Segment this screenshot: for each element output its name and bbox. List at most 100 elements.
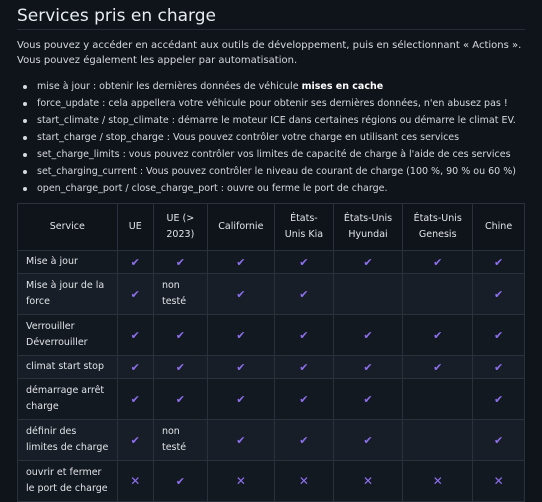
empty-cell — [402, 378, 474, 420]
check-icon: ✔ — [175, 360, 185, 374]
list-item: mise à jour : obtenir les dernières donn… — [17, 78, 525, 95]
check-icon: ✔ — [130, 360, 140, 374]
cross-icon: ✕ — [432, 474, 443, 488]
title-divider — [17, 29, 525, 30]
support-cell: ✔ — [274, 314, 334, 356]
check-icon: ✔ — [299, 392, 309, 406]
cross-icon: ✕ — [362, 474, 374, 488]
list-item: start_charge / stop_charge : Vous pouvez… — [17, 129, 525, 146]
check-icon: ✔ — [363, 433, 373, 447]
check-icon: ✔ — [299, 360, 309, 374]
list-item-text: set_charge_limits : vous pouvez contrôle… — [37, 149, 511, 160]
check-icon: ✔ — [175, 328, 185, 342]
check-icon: ✔ — [494, 287, 504, 301]
support-cell: ✔ — [116, 419, 154, 461]
support-cell: ✔ — [274, 250, 334, 274]
support-cell: ✕ — [274, 460, 334, 502]
table-row: définir des limites de charge ✔ non testé ✔… — [17, 419, 525, 461]
list-item-text: start_climate / stop_climate : démarre l… — [37, 115, 516, 126]
check-icon: ✔ — [299, 287, 309, 301]
check-icon: ✔ — [175, 474, 185, 488]
cross-icon: ✕ — [493, 474, 504, 488]
support-cell: ✔ — [274, 355, 334, 379]
column-header: États-Unis Hyundai — [332, 203, 404, 251]
check-icon: ✔ — [236, 392, 246, 406]
column-header-label: Hyundai — [348, 229, 388, 240]
check-icon: ✔ — [236, 287, 246, 301]
check-icon: ✔ — [494, 433, 504, 447]
support-cell: ✕ — [472, 460, 525, 502]
support-cell: ✔ — [472, 273, 525, 315]
list-item: start_climate / stop_climate : démarre l… — [17, 112, 525, 129]
support-cell: ✔ — [332, 419, 404, 461]
column-header-label: États-Unis — [343, 213, 393, 224]
support-cell: ✔ — [116, 314, 154, 356]
service-name-cell: Mise à jour — [17, 250, 118, 274]
support-note-cell: non testé — [152, 419, 208, 461]
check-icon: ✔ — [433, 328, 443, 342]
support-cell: ✔ — [152, 460, 208, 502]
check-icon: ✔ — [363, 255, 373, 269]
column-header-label: Genesis — [418, 229, 457, 240]
column-header-label: Chine — [485, 221, 513, 232]
list-item: set_charge_limits : vous pouvez contrôle… — [17, 146, 525, 163]
check-icon: ✔ — [494, 360, 504, 374]
service-name-cell: Mise à jour de la force — [17, 273, 118, 315]
support-cell: ✕ — [116, 460, 154, 502]
intro-paragraph: Vous pouvez y accéder en accédant aux ou… — [17, 40, 522, 66]
support-cell: ✔ — [206, 250, 276, 274]
check-icon: ✔ — [236, 433, 246, 447]
empty-cell — [332, 273, 404, 315]
check-icon: ✔ — [363, 392, 373, 406]
list-item-text: set_charging_current : Vous pouvez contr… — [37, 166, 516, 177]
service-name-cell: Verrouiller Déverrouiller — [17, 314, 118, 356]
check-icon: ✔ — [299, 433, 309, 447]
check-icon: ✔ — [299, 328, 309, 342]
services-list: mise à jour : obtenir les dernières donn… — [17, 78, 525, 197]
table-row: démarrage arrêt charge ✔ ✔ ✔ ✔ ✔ ✔ — [17, 378, 525, 420]
column-header: Californie — [206, 203, 276, 251]
support-cell: ✔ — [116, 355, 154, 379]
check-icon: ✔ — [130, 287, 140, 301]
column-header: Chine — [472, 203, 525, 251]
support-cell: ✕ — [332, 460, 404, 502]
page-title: Services pris en charge — [17, 6, 216, 26]
cross-icon: ✕ — [298, 474, 309, 488]
service-name-cell: climat start stop — [17, 355, 118, 379]
support-cell: ✔ — [274, 273, 334, 315]
support-cell: ✔ — [472, 314, 525, 356]
support-cell: ✔ — [152, 378, 208, 420]
table-body: Mise à jour ✔ ✔ ✔ ✔ ✔ ✔ ✔ Mise à jour de la forc… — [17, 250, 525, 502]
support-cell: ✔ — [152, 250, 208, 274]
support-cell: ✔ — [206, 273, 276, 315]
check-icon: ✔ — [130, 255, 140, 269]
support-cell: ✕ — [206, 460, 276, 502]
support-cell: ✔ — [332, 378, 404, 420]
table-row: Mise à jour de la force ✔ non testé ✔ ✔ ✔ — [17, 273, 525, 315]
list-item-text: mise à jour : obtenir les dernières donn… — [37, 81, 302, 92]
column-header-label: Californie — [218, 221, 264, 232]
column-header: États- Unis Kia — [274, 203, 334, 251]
check-icon: ✔ — [433, 360, 443, 374]
column-header-label: États- — [290, 213, 318, 224]
support-cell: ✔ — [472, 250, 525, 274]
check-icon: ✔ — [236, 328, 246, 342]
support-cell: ✔ — [274, 378, 334, 420]
support-cell: ✔ — [402, 250, 474, 274]
list-item-emphasis: mises en cache — [301, 81, 384, 92]
support-cell: ✔ — [116, 250, 154, 274]
support-note-cell: non testé — [152, 273, 208, 315]
support-cell: ✔ — [152, 355, 208, 379]
service-name-cell: définir des limites de charge — [17, 419, 118, 461]
support-cell: ✔ — [332, 250, 404, 274]
support-cell: ✔ — [206, 314, 276, 356]
check-icon: ✔ — [494, 392, 504, 406]
column-header: États-Unis Genesis — [402, 203, 474, 251]
table-header: Service UE UE (> 2023) Californie États- Unis … — [17, 203, 525, 251]
column-header-label: UE (> — [166, 213, 195, 224]
column-header-label: Unis Kia — [284, 229, 324, 240]
check-icon: ✔ — [175, 392, 185, 406]
column-header: Service — [17, 203, 118, 251]
support-cell: ✔ — [206, 378, 276, 420]
